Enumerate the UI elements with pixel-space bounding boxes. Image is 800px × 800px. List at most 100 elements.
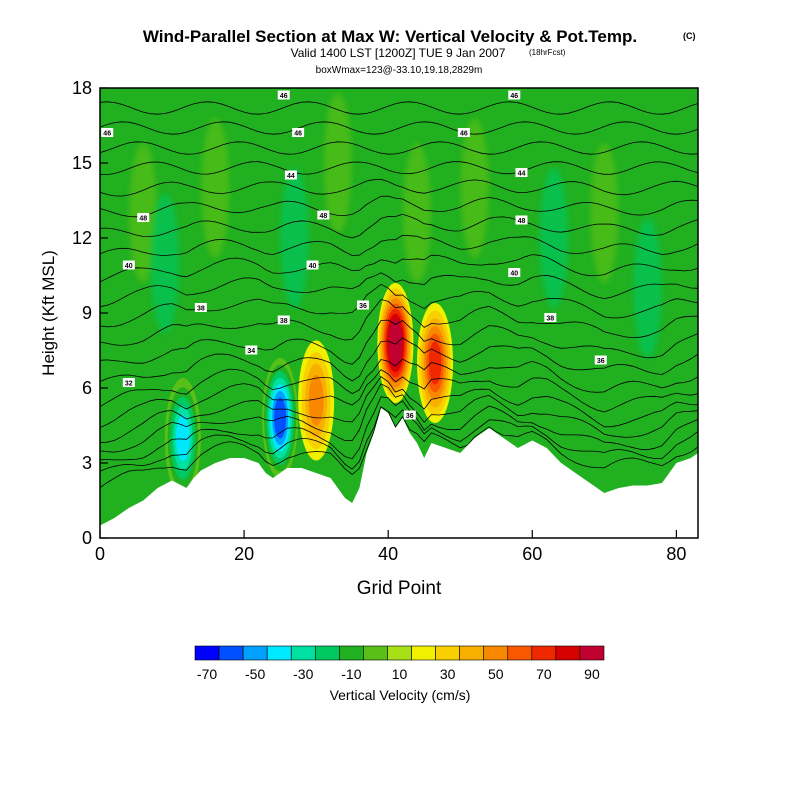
contour-label-box: [317, 210, 330, 220]
contour-label-text: 32: [125, 381, 133, 388]
y-axis-label: Height (Kft MSL): [39, 250, 58, 376]
colorbar-swatch: [507, 645, 533, 661]
theta-contour-line: [100, 234, 698, 257]
velocity-shading: [129, 93, 662, 498]
contour-label-box: [508, 268, 521, 277]
contour-label-text: 48: [319, 213, 327, 220]
theta-contour-line: [100, 121, 698, 135]
theta-contour-line: [100, 161, 698, 176]
contour-label-box: [292, 128, 305, 137]
contour-label-box: [515, 168, 528, 177]
contour-label: 48: [515, 215, 528, 225]
contour-label-box: [356, 300, 369, 310]
contour-label-text: 38: [546, 316, 554, 323]
contour-label: 36: [403, 410, 416, 420]
colorbar-swatch: [531, 645, 557, 661]
colorbar-tick-label: -50: [245, 666, 265, 682]
colorbar-swatch: [339, 645, 364, 661]
contour-label: 44: [284, 170, 297, 180]
background-streak: [150, 193, 179, 333]
x-tick-label: 60: [522, 544, 542, 564]
x-axis: 0 20 40 60 80: [95, 530, 686, 564]
contour-label-box: [508, 90, 521, 100]
contour-label-box: [594, 355, 607, 365]
contour-label-text: 40: [510, 271, 518, 278]
contour-label-box: [284, 170, 297, 180]
colorbar-tick-label: -30: [293, 666, 313, 682]
background-streak: [280, 168, 309, 308]
contour-label-text: 36: [359, 303, 367, 310]
background-streak: [403, 143, 432, 283]
contour-label-box: [515, 215, 528, 225]
theta-contour-line: [100, 272, 698, 308]
contour-label: 40: [306, 260, 319, 270]
colorbar-swatch: [290, 645, 316, 661]
contour-labels: 46 46 46 46 46 44 44 48 48 48 40 40 40 38 38 36 38 34 36 32…: [101, 90, 607, 420]
box-wmax-note: boxWmax=123@-33.10,19.18,2829m: [316, 65, 483, 76]
colorbar-swatch: [411, 645, 436, 661]
contour-label: 48: [317, 210, 330, 220]
theta-contour-line: [100, 319, 698, 365]
contour-label: 36: [356, 300, 369, 310]
plot-area: 46 46 46 46 46 44 44 48 48 48 40 40 40 38 38 36 38 34 36 32…: [100, 88, 698, 538]
theta-contour-line: [100, 376, 698, 444]
y-tick-label: 0: [82, 528, 92, 548]
contour-label: 46: [101, 128, 114, 138]
contour-label-text: 38: [197, 306, 205, 313]
title-block: Wind-Parallel Section at Max W: Vertical…: [143, 27, 696, 76]
colorbar-tick-label: 30: [440, 666, 456, 682]
x-tick-label: 0: [95, 544, 105, 564]
contour-label-text: 36: [597, 358, 605, 365]
theta-contour-line: [100, 383, 698, 453]
theta-contour-line: [100, 358, 698, 408]
colorbar-swatch: [579, 645, 605, 661]
x-tick-label: 40: [378, 544, 398, 564]
theta-contour-line: [100, 396, 698, 461]
contour-label-text: 46: [510, 93, 518, 100]
contour-label-box: [277, 315, 290, 325]
x-tick-label: 20: [234, 544, 254, 564]
theta-contour-line: [100, 213, 698, 239]
contour-label-box: [544, 313, 557, 322]
contour-label-box: [194, 303, 207, 312]
title-copyright-mark: (C): [683, 31, 696, 41]
colorbar-tick-label: -70: [197, 666, 217, 682]
theta-contour-line: [100, 406, 698, 488]
contour-label: 34: [245, 345, 258, 355]
colorbar-swatch: [242, 645, 268, 661]
contour-label: 38: [194, 303, 207, 313]
contour-label: 40: [508, 268, 521, 278]
colorbar-swatch: [218, 645, 244, 661]
y-tick-label: 15: [72, 153, 92, 173]
contour-label: 32: [122, 378, 135, 388]
theta-contour-line: [100, 369, 698, 428]
colorbar-swatch: [483, 645, 509, 661]
contour-label-text: 36: [406, 413, 414, 420]
contour-label: 38: [544, 313, 557, 323]
contour-label-text: 48: [518, 218, 526, 225]
colorbar-swatch: [555, 645, 581, 661]
contour-label-text: 44: [287, 173, 295, 180]
colorbar: -70 -50 -30 -10 10 30 50 70 90: [194, 645, 605, 682]
contour-label-box: [306, 260, 319, 270]
colorbar-tick-label: -10: [341, 666, 361, 682]
contour-label-box: [245, 345, 258, 355]
contour-label-box: [101, 128, 114, 137]
chart-title: Wind-Parallel Section at Max W: Vertical…: [143, 27, 637, 46]
chart-subtitle: Valid 1400 LST [1200Z] TUE 9 Jan 2007: [291, 46, 506, 60]
contour-label-text: 38: [280, 318, 288, 325]
colorbar-swatch: [194, 645, 220, 661]
x-axis-label: Grid Point: [357, 578, 442, 599]
contour-label-text: 44: [518, 171, 526, 178]
background-streak: [201, 118, 230, 258]
contour-label: 40: [122, 260, 135, 270]
theta-contour-line: [100, 406, 698, 472]
y-tick-label: 3: [82, 453, 92, 473]
theta-contour-line: [100, 195, 698, 218]
contour-label: 48: [137, 213, 150, 223]
y-tick-label: 9: [82, 303, 92, 323]
contour-label-box: [137, 213, 150, 222]
theta-contour-line: [100, 254, 698, 283]
contour-label: 46: [457, 128, 470, 138]
